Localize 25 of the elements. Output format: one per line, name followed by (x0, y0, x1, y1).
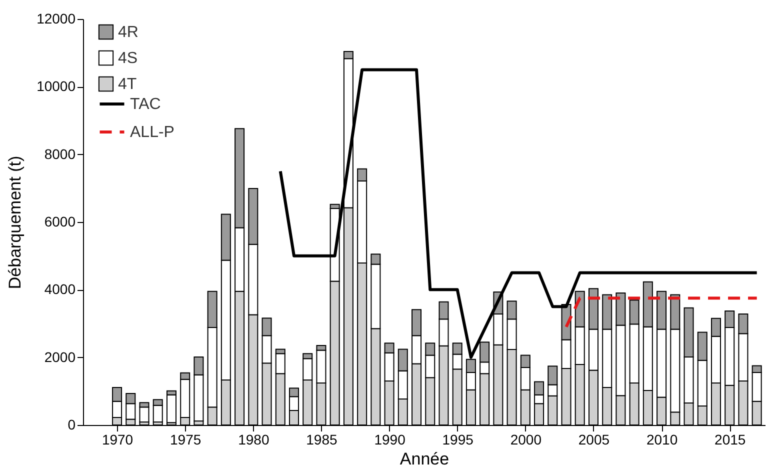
x-tick-label: 1990 (374, 432, 406, 448)
x-tick-label: 2000 (510, 432, 542, 448)
bar (166, 394, 176, 424)
legend-label: 4T (118, 76, 137, 93)
x-tick-label: 1975 (170, 432, 202, 448)
legend-label: 4R (118, 24, 138, 41)
legend-label: ALL-P (130, 124, 174, 141)
x-tick-label: 1970 (102, 432, 134, 448)
x-tick-label: 2015 (714, 432, 746, 448)
y-tick-label: 8000 (44, 146, 76, 162)
x-tick-label: 1980 (238, 432, 270, 448)
x-tick-label: 1985 (306, 432, 338, 448)
x-tick-label: 2005 (578, 432, 610, 448)
x-tick-label: 1995 (442, 432, 474, 448)
y-tick-label: 0 (68, 416, 76, 432)
y-tick-label: 10000 (36, 78, 76, 94)
x-tick-label: 2010 (646, 432, 678, 448)
y-tick-label: 12000 (36, 10, 76, 26)
y-tick-label: 6000 (44, 214, 76, 230)
y-tick-label: 4000 (44, 281, 76, 298)
y-axis-title: Débarquement (t) (6, 156, 25, 290)
y-tick-label: 2000 (44, 348, 76, 365)
legend-label: 4S (118, 50, 138, 67)
x-axis-title: Année (400, 450, 450, 468)
legend-label: TAC (130, 96, 161, 113)
